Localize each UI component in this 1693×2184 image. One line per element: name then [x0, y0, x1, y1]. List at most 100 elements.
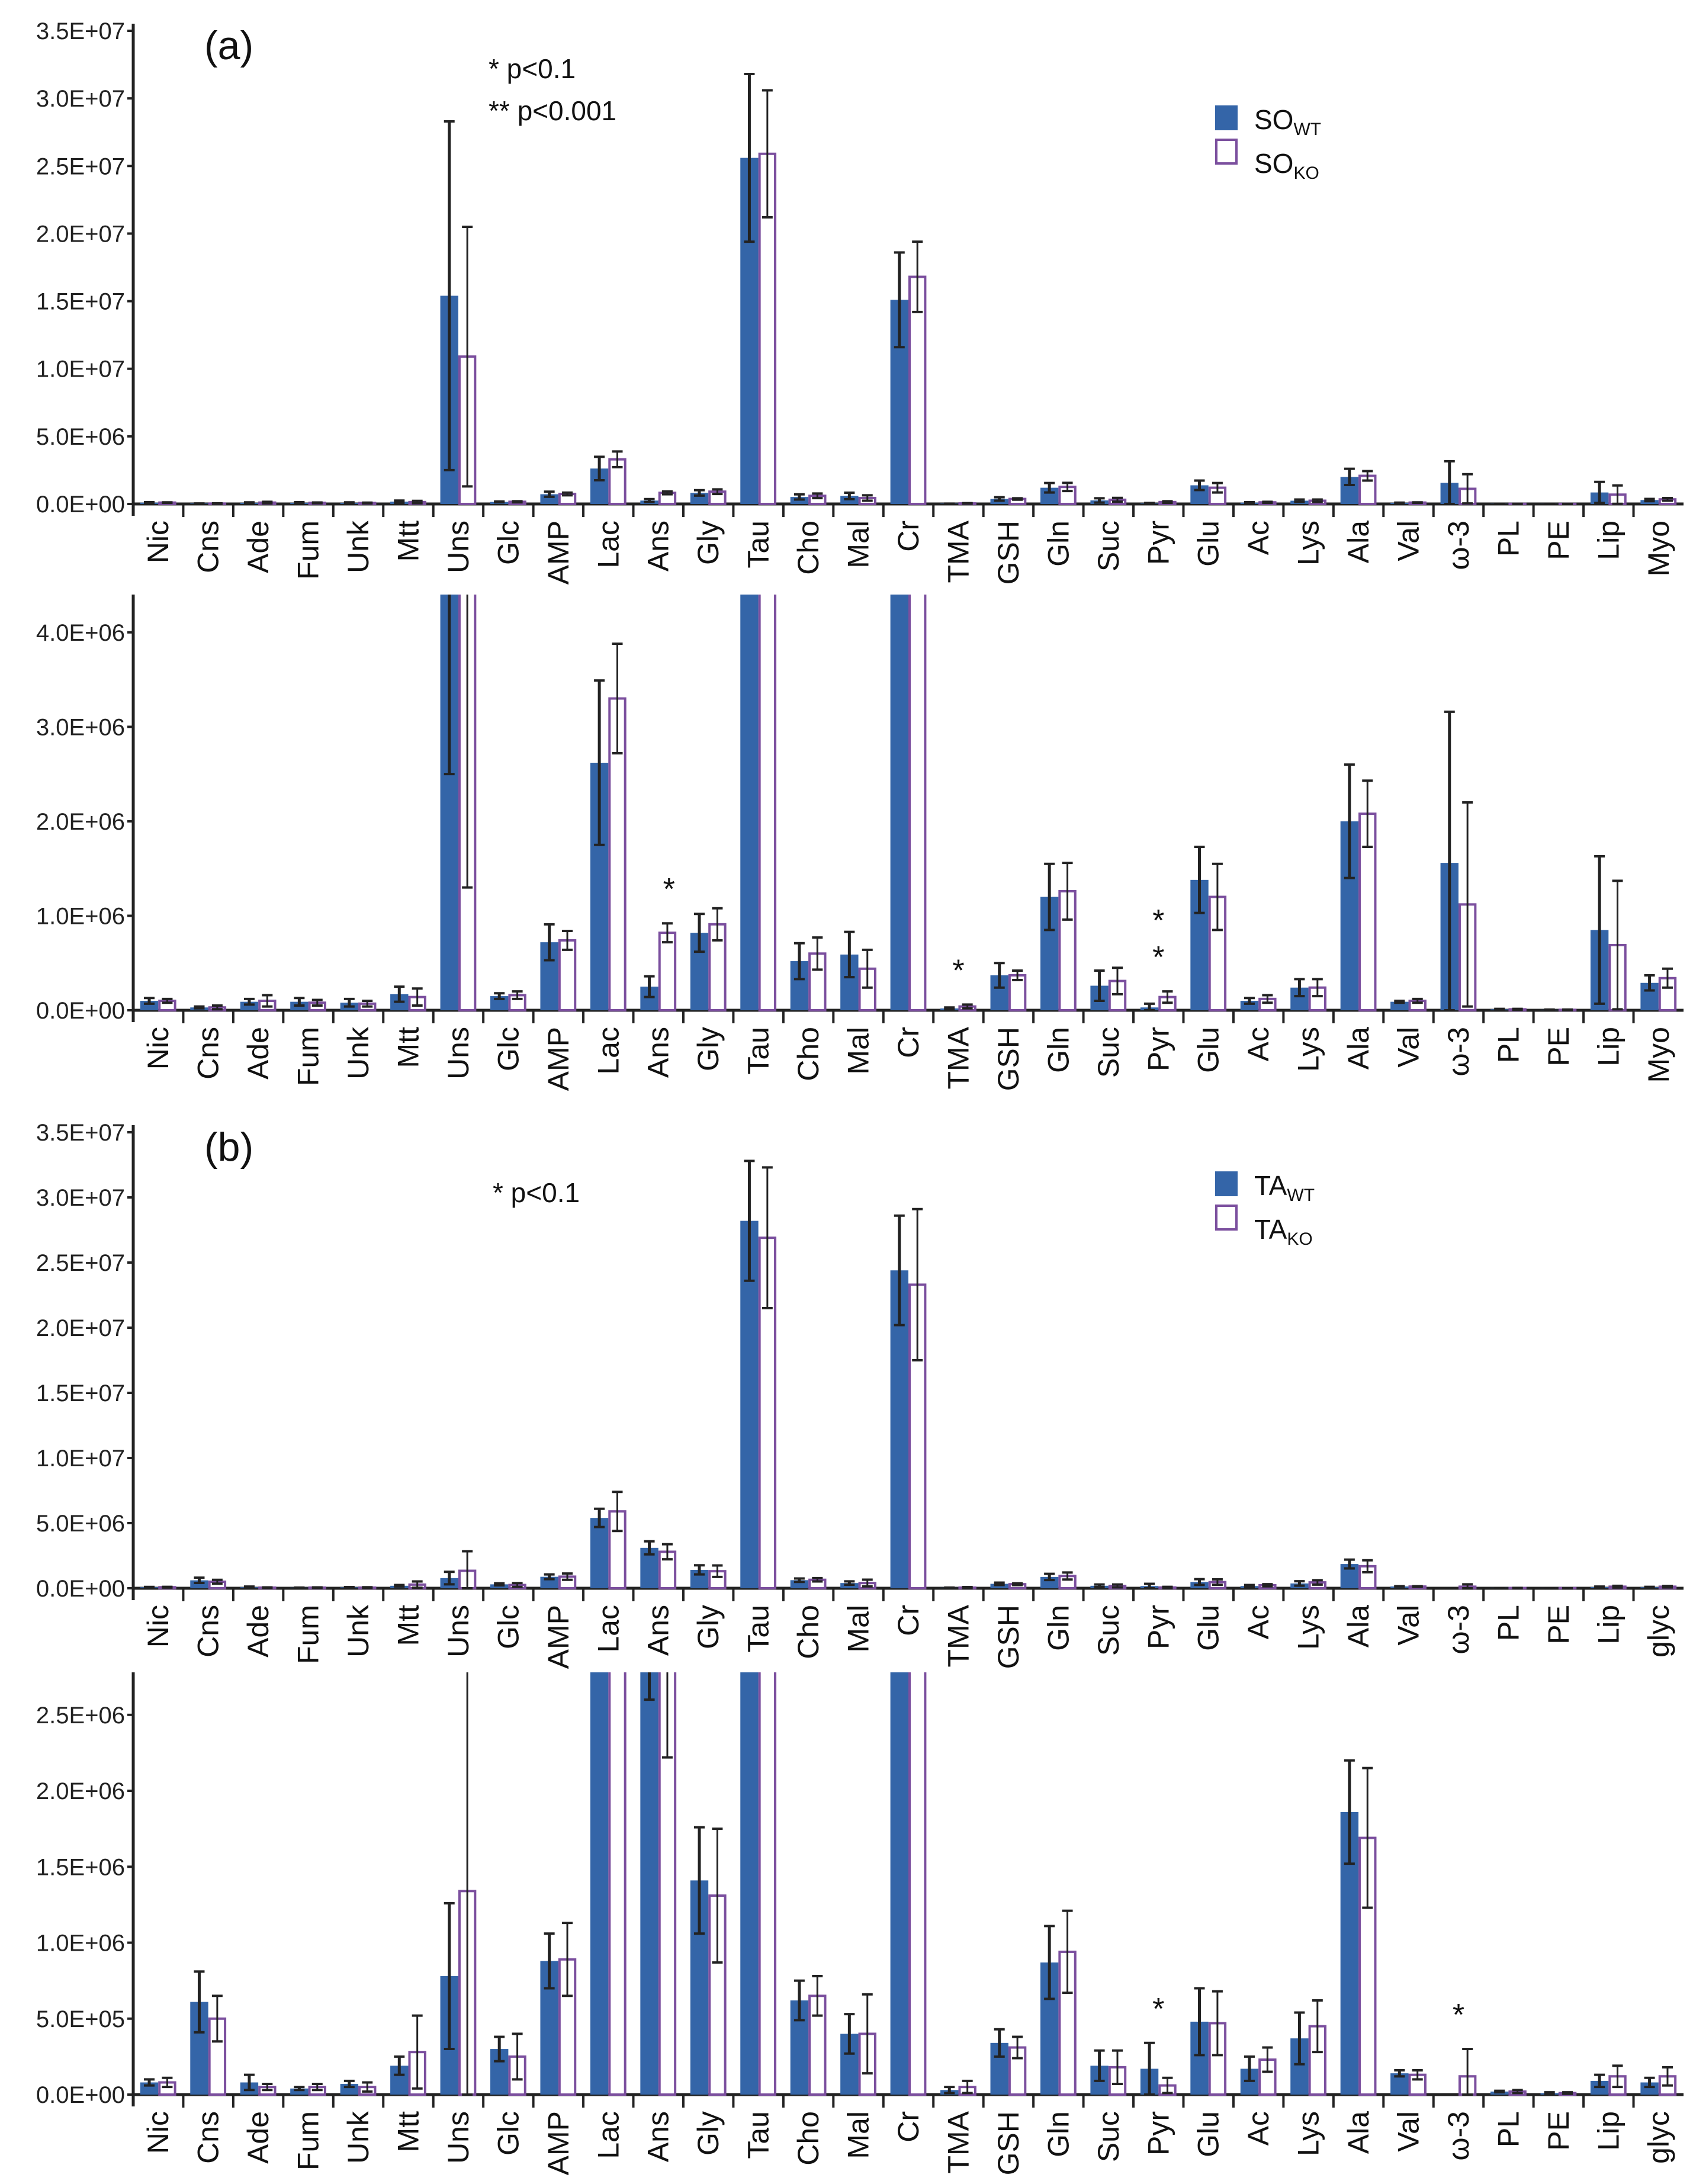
category-label: ω-3: [1442, 1027, 1475, 1077]
category-label: Glc: [491, 521, 525, 565]
category-label: Suc: [1092, 2111, 1125, 2162]
y-tick-label: 1.5E+06: [36, 1854, 125, 1880]
category-label: Lip: [1592, 1605, 1625, 1645]
bar-ta-wt: [640, 1672, 658, 2095]
y-tick-label: 1.5E+07: [36, 289, 125, 315]
category-label: PL: [1492, 1027, 1525, 1063]
category-label: Suc: [1092, 1605, 1125, 1656]
bar-ta-wt: [1640, 2082, 1659, 2095]
category-label: Unk: [342, 1604, 375, 1658]
significance-marker: *: [1152, 940, 1164, 975]
category-label: Val: [1392, 1027, 1425, 1068]
legend-a: SOWT SOKO: [1215, 104, 1321, 183]
category-label: Lys: [1292, 2111, 1325, 2156]
category-label: PE: [1542, 2111, 1575, 2151]
category-label: Ade: [242, 521, 275, 573]
category-label: Fum: [292, 1027, 325, 1086]
bar-ta-wt: [590, 1672, 609, 2095]
category-label: Cns: [192, 521, 225, 573]
category-label: Cns: [192, 2111, 225, 2164]
category-label: Pyr: [1142, 521, 1175, 565]
category-label: Lac: [592, 2111, 625, 2159]
chart-panel-b-zoom: 0.0E+00 5.0E+05 1.0E+06 1.5E+06 2.0E+06 2.5E+…: [36, 1672, 1684, 2175]
category-label: Uns: [442, 1027, 475, 1080]
category-label: Gln: [1042, 2111, 1075, 2157]
legend-label-wt: SOWT: [1254, 104, 1321, 139]
significance-note-b: * p<0.1: [493, 1177, 580, 1208]
bar-ta-wt: [740, 1672, 759, 2095]
category-label: Mtt: [391, 521, 425, 562]
category-label: Uns: [442, 521, 475, 573]
legend-label-wt: TAWT: [1254, 1170, 1315, 1205]
category-label: Ans: [642, 1605, 675, 1656]
bar-ta-wt: [290, 2088, 309, 2095]
category-label: Cns: [192, 1605, 225, 1658]
y-tick-label: 3.5E+07: [36, 18, 125, 44]
y-tick-label: 0.0E+00: [36, 1576, 125, 1602]
y-tick-label: 5.0E+06: [36, 1511, 125, 1537]
category-label: ω-3: [1442, 2111, 1475, 2161]
category-label: Lip: [1592, 1027, 1625, 1067]
category-label: Suc: [1092, 521, 1125, 571]
category-label: Mtt: [391, 2111, 425, 2153]
bar-ta-wt: [890, 1672, 908, 2095]
category-label: AMP: [542, 1027, 575, 1091]
category-label: Gly: [692, 1605, 725, 1649]
category-label: Lip: [1592, 2111, 1625, 2151]
category-label: Gly: [692, 521, 725, 565]
category-label: Glu: [1192, 1605, 1225, 1651]
category-label: PL: [1492, 2111, 1525, 2147]
category-label: Tau: [742, 1605, 775, 1653]
category-label: Ala: [1342, 1605, 1375, 1647]
category-label: Ac: [1242, 2111, 1275, 2146]
category-label: Ala: [1342, 1027, 1375, 1069]
y-tick-label: 3.5E+07: [36, 1120, 125, 1146]
category-label: Glu: [1192, 1027, 1225, 1073]
category-label: Ac: [1242, 1027, 1275, 1061]
category-label: Myo: [1642, 1027, 1675, 1083]
category-label: Glc: [491, 1605, 525, 1649]
legend-swatch-ko: [1215, 139, 1238, 165]
y-tick-label: 2.0E+07: [36, 221, 125, 247]
y-tick-label: 2.5E+06: [36, 1703, 125, 1729]
y-tick-label: 2.5E+07: [36, 1250, 125, 1276]
category-label: Lac: [592, 1605, 625, 1653]
category-label: Mal: [842, 1027, 875, 1075]
category-label: TMA: [942, 1026, 975, 1089]
bar-so-ko: [558, 939, 577, 1011]
category-label: Nic: [142, 2111, 175, 2154]
category-label: Ans: [642, 521, 675, 571]
category-label: Pyr: [1142, 1605, 1175, 1649]
category-label: Cns: [192, 1027, 225, 1080]
significance-note-1: * p<0.1: [489, 53, 576, 84]
bar-ta-wt: [590, 1518, 609, 1588]
category-label: Pyr: [1142, 1027, 1175, 1071]
category-label: Nic: [142, 1027, 175, 1069]
category-label: PL: [1492, 521, 1525, 557]
bar-so-ko: [658, 932, 677, 1011]
category-label: glyc: [1642, 2111, 1675, 2164]
bars: [140, 73, 1677, 505]
bar-so-wt: [740, 595, 759, 1010]
category-label: Uns: [442, 2111, 475, 2164]
category-label: ω-3: [1442, 521, 1475, 570]
category-label: Cr: [892, 2111, 925, 2143]
category-label: Glc: [491, 2111, 525, 2156]
bar-so-ko: [758, 595, 777, 1011]
category-label: Mtt: [391, 1027, 425, 1068]
category-label: AMP: [542, 521, 575, 584]
significance-marker: *: [1152, 1992, 1164, 2026]
category-label: Ala: [1342, 521, 1375, 563]
category-label: Lys: [1292, 521, 1325, 566]
category-label: GSH: [992, 521, 1025, 584]
category-label: TMA: [942, 1604, 975, 1667]
category-label: Cr: [892, 1027, 925, 1058]
category-label: PL: [1492, 1605, 1525, 1641]
category-label: Ade: [242, 2111, 275, 2164]
significance-marker: *: [1453, 1998, 1464, 2032]
bar-ta-ko: [608, 1672, 627, 2096]
category-label: Ade: [242, 1605, 275, 1658]
y-tick-label: 3.0E+06: [36, 714, 125, 740]
category-label: Unk: [342, 2111, 375, 2164]
